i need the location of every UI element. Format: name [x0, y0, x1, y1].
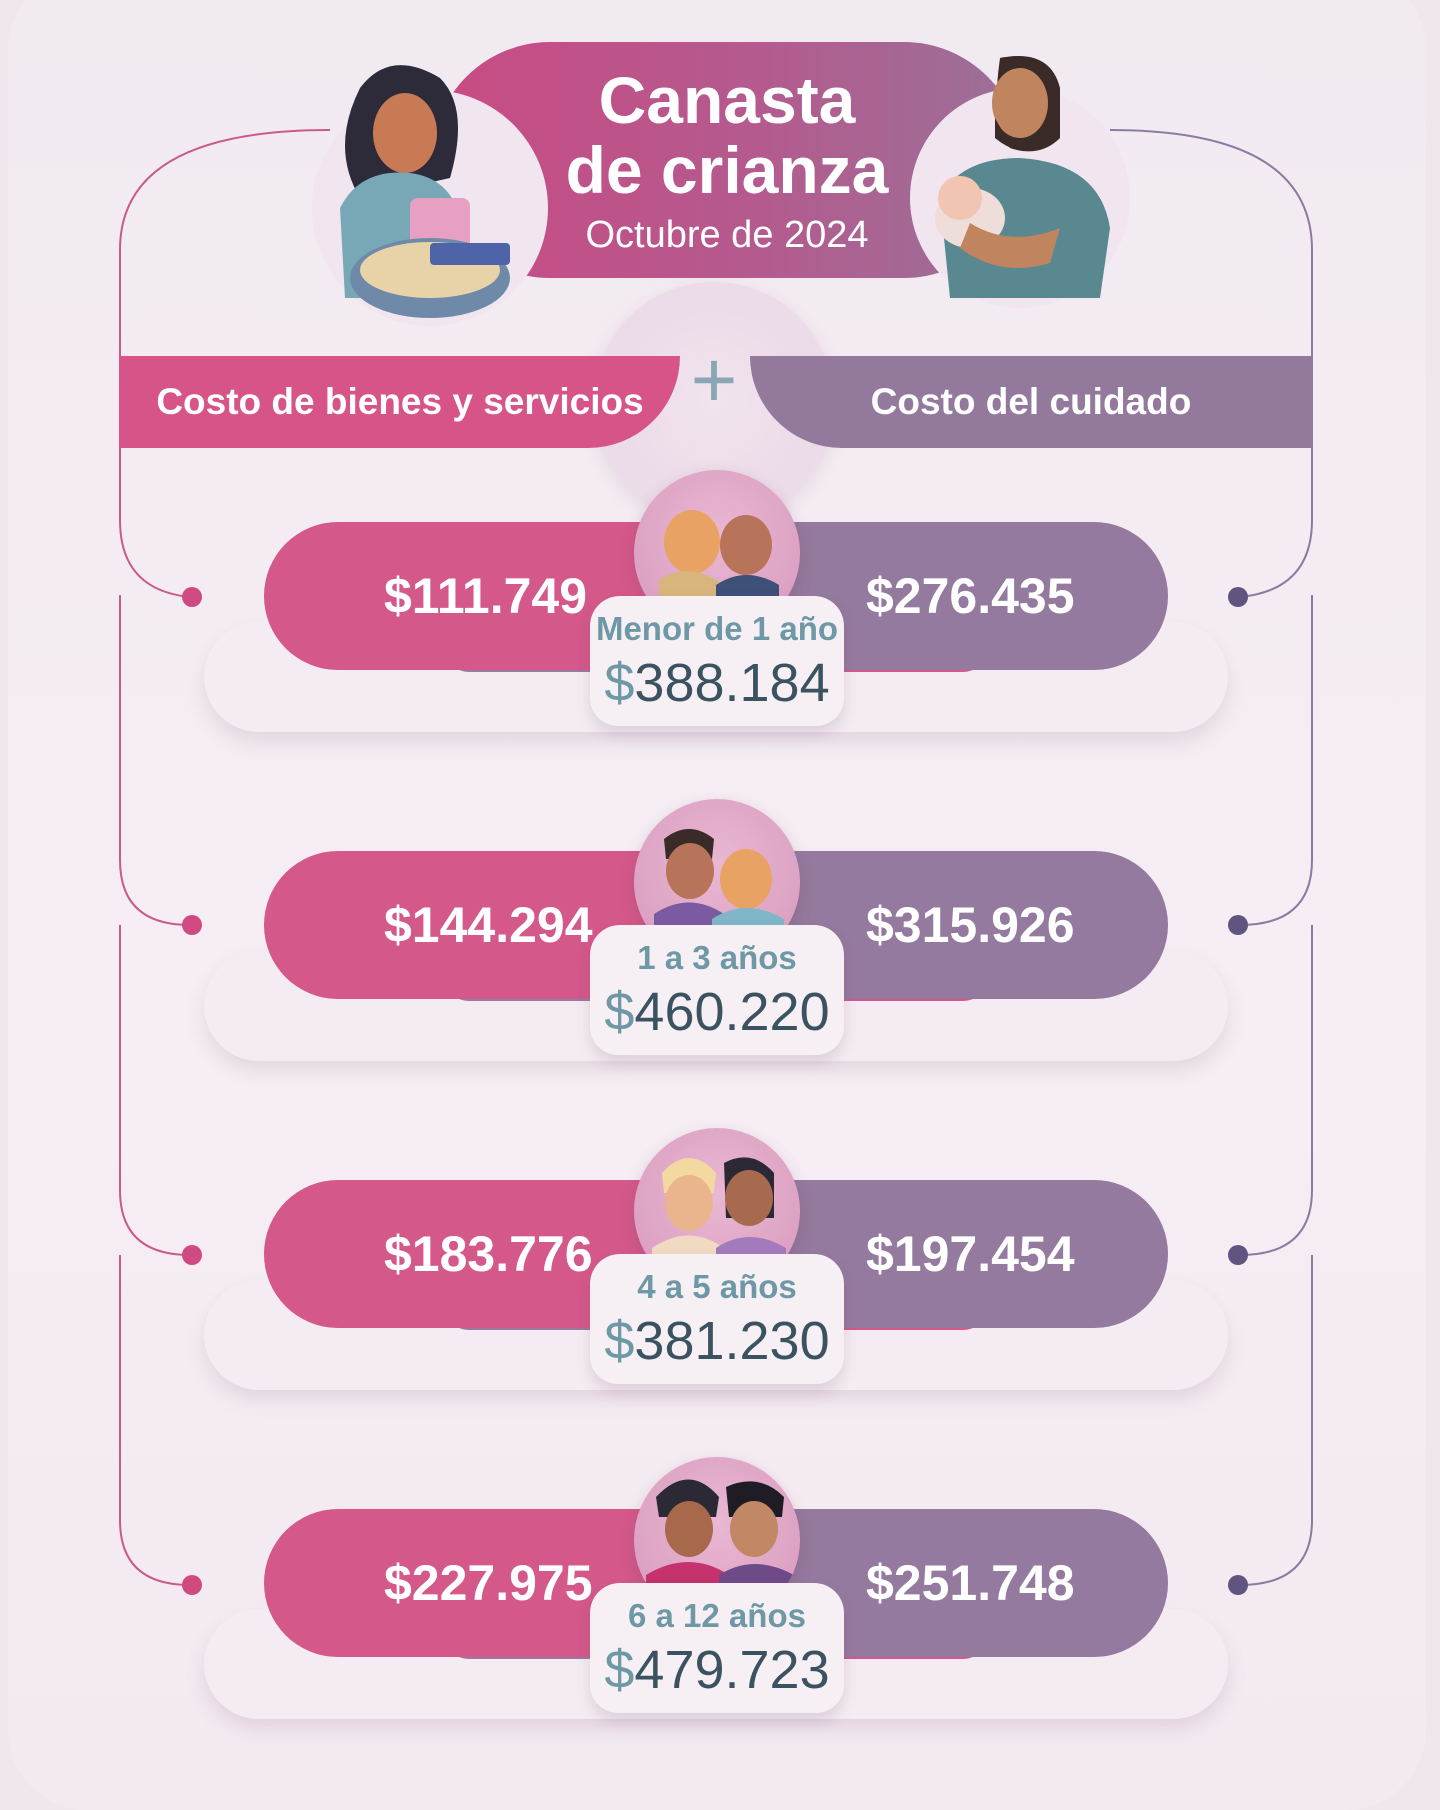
- age-label: Menor de 1 año: [595, 610, 839, 647]
- total-amount: 460.220: [634, 982, 830, 1042]
- age-row: $183.776 $197.454 4 a 5 años $381.230: [0, 1128, 1440, 1480]
- goods-cost-value: $144.294: [384, 897, 593, 953]
- total-box: 1 a 3 años $460.220: [590, 925, 844, 1055]
- total-value: $460.220: [590, 981, 844, 1043]
- total-value: $381.230: [590, 1310, 844, 1372]
- age-row: $144.294 $315.926 1 a 3 años $460.220: [0, 799, 1440, 1151]
- header-care-cost: Costo del cuidado: [750, 356, 1312, 448]
- care-cost-value: $197.454: [866, 1226, 1075, 1282]
- connector-dot: [182, 587, 202, 607]
- mother-illustration: [312, 65, 548, 326]
- connector-dot: [1228, 587, 1248, 607]
- total-value: $388.184: [590, 652, 844, 714]
- currency-symbol: $: [604, 1311, 635, 1371]
- total-box: 6 a 12 años $479.723: [590, 1583, 844, 1713]
- page-title-line2: de crianza: [565, 133, 889, 207]
- currency-symbol: $: [604, 653, 635, 713]
- total-value: $479.723: [590, 1639, 844, 1701]
- plus-icon: +: [690, 335, 738, 424]
- connector-dot: [1228, 915, 1248, 935]
- total-amount: 479.723: [634, 1640, 830, 1700]
- header-goods-services: Costo de bienes y servicios: [120, 356, 680, 448]
- currency-symbol: $: [604, 1640, 635, 1700]
- total-box: Menor de 1 año $388.184: [590, 596, 844, 726]
- care-cost-value: $315.926: [866, 897, 1075, 953]
- age-label: 4 a 5 años: [637, 1268, 797, 1305]
- age-row: $111.749 $276.435 Menor de 1 año $388.18…: [0, 470, 1440, 822]
- age-row: $227.975 $251.748 6 a 12 años $479.723: [0, 1457, 1440, 1809]
- father-illustration: [910, 56, 1130, 308]
- connector-dot: [1228, 1245, 1248, 1265]
- currency-symbol: $: [604, 982, 635, 1042]
- care-cost-value: $251.748: [866, 1555, 1075, 1611]
- goods-cost-value: $111.749: [384, 568, 588, 624]
- age-label: 6 a 12 años: [628, 1597, 806, 1634]
- age-label: 1 a 3 años: [637, 939, 797, 976]
- page-title: Canasta: [598, 63, 856, 137]
- total-amount: 381.230: [634, 1311, 830, 1371]
- connector-dot: [182, 1245, 202, 1265]
- connector-dot: [182, 1575, 202, 1595]
- page-subtitle: Octubre de 2024: [585, 214, 869, 256]
- goods-cost-value: $227.975: [384, 1555, 593, 1611]
- total-box: 4 a 5 años $381.230: [590, 1254, 844, 1384]
- connector-dot: [1228, 1575, 1248, 1595]
- total-amount: 388.184: [634, 653, 830, 713]
- goods-cost-value: $183.776: [384, 1226, 593, 1282]
- connector-dot: [182, 915, 202, 935]
- care-cost-value: $276.435: [866, 568, 1075, 624]
